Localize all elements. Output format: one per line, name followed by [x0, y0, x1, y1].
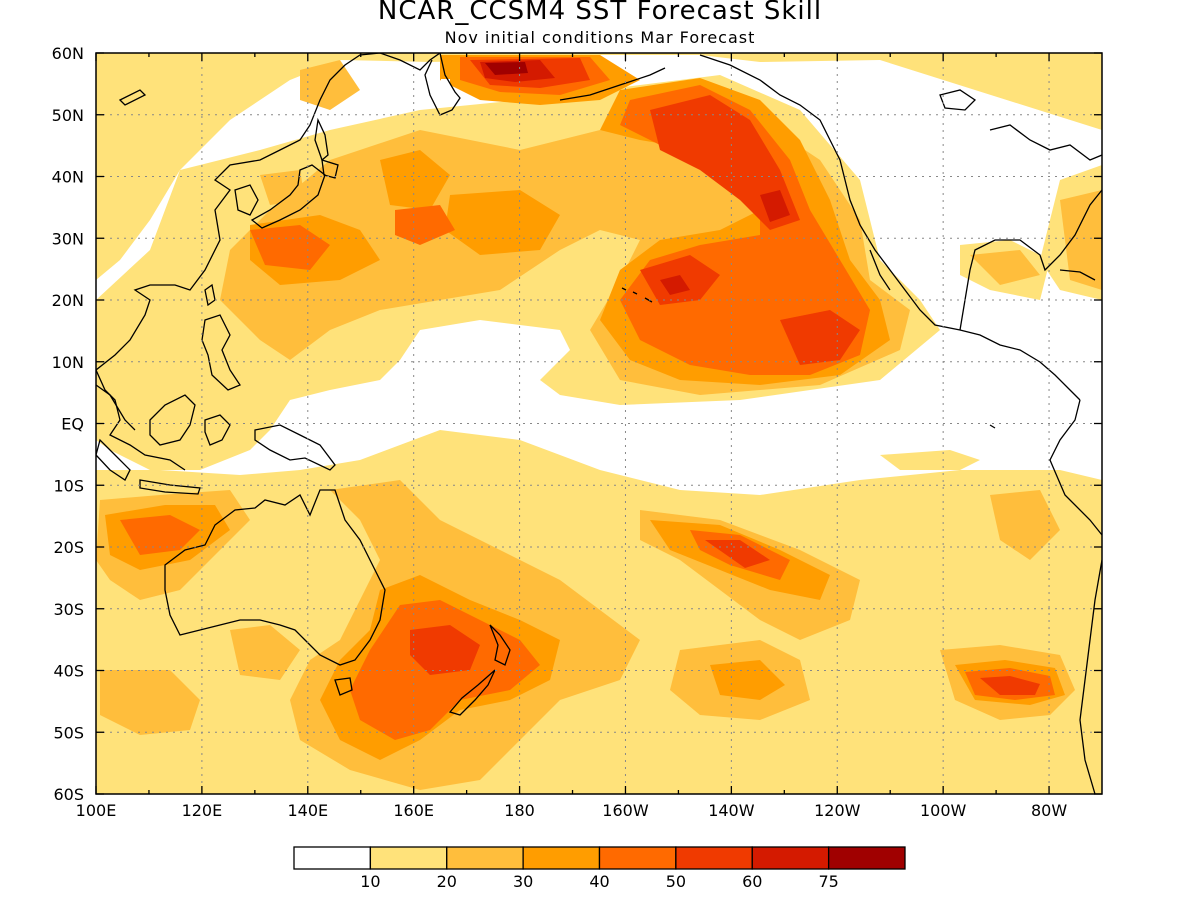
- colorbar-swatch: [675, 846, 753, 870]
- missing-data-cell: [441, 79, 450, 88]
- colorbar-label: 40: [589, 872, 609, 891]
- lat-tick-label: 20S: [53, 538, 84, 557]
- lon-tick-label: 160E: [393, 801, 434, 820]
- lon-tick-labels: 100E 120E 140E 160E 180 160W 140W 120W 100W 80W: [76, 801, 1068, 820]
- lon-tick-label: 120E: [182, 801, 223, 820]
- coastline-japan: [250, 164, 326, 229]
- coastline-gulf-of-mexico: [959, 189, 1102, 331]
- lat-tick-label: 10S: [53, 476, 84, 495]
- coastline-philippines: [201, 314, 241, 391]
- colorbar-label: 10: [360, 872, 380, 891]
- lon-tick-label: 80W: [1031, 801, 1067, 820]
- lon-tick-label: 100W: [920, 801, 967, 820]
- lat-tick-label: 60N: [52, 44, 84, 63]
- lat-tick-label: 10N: [52, 353, 84, 372]
- lat-tick-label: 30S: [53, 600, 84, 619]
- colorbar-label: 30: [513, 872, 533, 891]
- coastline-baja: [869, 249, 891, 291]
- coastline-kamchatka: [424, 53, 461, 116]
- coastline-hudson: [939, 89, 977, 111]
- coastline-malaysia: [96, 384, 136, 431]
- colorbar-label: 60: [742, 872, 762, 891]
- coastline-canada-islands: [989, 124, 1102, 161]
- lon-tick-label: 180: [504, 801, 535, 820]
- coastline-aleutians: [559, 67, 666, 101]
- lat-tick-label: 50N: [52, 106, 84, 125]
- chart-subtitle: Nov initial conditions Mar Forecast: [444, 28, 756, 47]
- colorbar-swatch: [827, 846, 906, 870]
- coastline-australia: [164, 489, 386, 666]
- lat-tick-label: 20N: [52, 291, 84, 310]
- coastline-small-island-2: [989, 424, 996, 429]
- colorbar-swatch: [522, 846, 601, 870]
- colorbar-swatch: [293, 846, 372, 870]
- coastline-chile: [1079, 559, 1102, 794]
- coastline-small-island-1: [118, 89, 147, 106]
- coastline-cuba: [1059, 269, 1096, 281]
- lat-tick-label: 30N: [52, 229, 84, 248]
- coastlines: [96, 53, 1102, 794]
- colorbar-swatch: [598, 846, 677, 870]
- coastline-sakhalin: [314, 117, 329, 162]
- coastline-korea: [234, 184, 259, 216]
- colorbar-label: 20: [437, 872, 457, 891]
- coastline-sumatra: [96, 438, 131, 481]
- shade-level-7: [485, 62, 528, 75]
- colorbar-label: 50: [666, 872, 686, 891]
- coastline-java: [139, 479, 201, 495]
- lon-tick-label: 140W: [708, 801, 755, 820]
- colorbar-swatch: [446, 846, 524, 870]
- coastline-sulawesi: [204, 414, 231, 446]
- lon-tick-label: 100E: [76, 801, 117, 820]
- lat-tick-label: 40N: [52, 168, 84, 187]
- coastline-tasmania: [334, 677, 353, 696]
- coastline-new-guinea: [254, 424, 336, 471]
- grid-lines: [96, 53, 1102, 794]
- colorbar: 10 20 30 40 50 60 75: [293, 846, 906, 891]
- lon-tick-label: 160W: [602, 801, 649, 820]
- lon-tick-label: 140E: [287, 801, 328, 820]
- lat-tick-label: 50S: [53, 723, 84, 742]
- coastline-nz-north: [489, 624, 511, 666]
- coastline-hokkaido: [321, 159, 339, 179]
- coastline-nz-south: [448, 669, 496, 716]
- coastline-hawaii: [621, 287, 653, 303]
- lat-tick-labels: 60N 50N 40N 30N 20N 10N EQ 10S 20S 30S 40S 50S 60S: [52, 44, 84, 804]
- colorbar-swatch: [751, 846, 830, 870]
- lat-tick-label: 60S: [53, 785, 84, 804]
- colorbar-swatch: [369, 846, 448, 870]
- coastline-north-america: [699, 54, 1081, 401]
- coastline-south-america: [1049, 399, 1102, 536]
- coastline-asia: [96, 53, 441, 371]
- chart-title: NCAR_CCSM4 SST Forecast Skill: [377, 0, 823, 26]
- lat-tick-label: EQ: [61, 415, 84, 434]
- axis-ticks: [95, 52, 1102, 795]
- lon-tick-label: 120W: [814, 801, 861, 820]
- colorbar-label: 75: [818, 872, 838, 891]
- coastline-borneo: [149, 394, 196, 446]
- skill-shading: [96, 53, 1102, 794]
- lat-tick-label: 40S: [53, 662, 84, 681]
